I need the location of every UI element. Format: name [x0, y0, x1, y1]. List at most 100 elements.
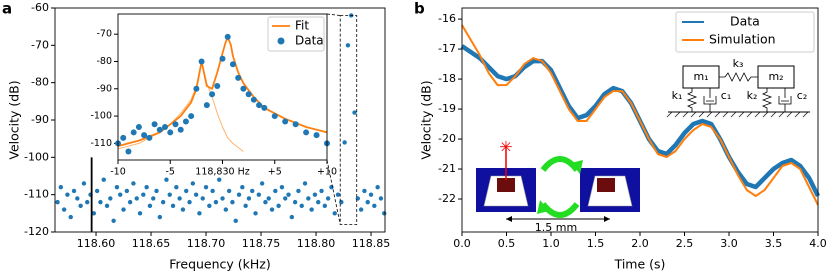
data-point	[303, 129, 310, 136]
data-point	[147, 203, 153, 209]
x-tick-label: 0.5	[498, 237, 516, 250]
data-point	[219, 55, 226, 62]
data-point	[68, 214, 73, 220]
data-point	[164, 177, 169, 182]
legend-label: Data	[730, 14, 760, 29]
y-tick-label: -80	[96, 56, 112, 67]
data-point	[81, 181, 87, 186]
data-point	[282, 118, 289, 125]
data-point	[162, 123, 169, 130]
data-point	[94, 188, 100, 194]
y-tick-label: -20	[438, 132, 456, 145]
data-point	[306, 196, 311, 201]
data-point	[98, 199, 103, 205]
panel-label: b	[414, 0, 425, 18]
data-point	[214, 83, 221, 90]
data-point	[198, 58, 205, 65]
data-point	[365, 199, 370, 205]
data-point	[335, 192, 341, 197]
data-point	[75, 196, 80, 201]
legend-label: Data	[295, 34, 324, 48]
y-tick-label: -110	[24, 188, 49, 201]
data-point	[226, 188, 232, 194]
svg-text:✳: ✳	[499, 138, 512, 157]
data-point	[167, 192, 172, 197]
y-axis-label: Velocity (dB)	[7, 80, 22, 159]
y-tick-label: -21	[438, 162, 456, 175]
y-tick-label: -60	[31, 1, 49, 14]
axes-frame	[117, 13, 328, 161]
data-point	[121, 207, 126, 212]
data-point	[266, 196, 271, 201]
x-tick-label: 118.85	[352, 237, 391, 250]
y-tick-label: -100	[90, 111, 112, 122]
data-point	[235, 74, 242, 81]
data-point	[137, 211, 143, 216]
data-point	[368, 192, 374, 197]
fit-line	[117, 36, 328, 147]
data-point	[200, 196, 205, 201]
data-point	[111, 218, 116, 223]
data-point	[253, 211, 258, 216]
data-point	[292, 121, 299, 128]
x-tick-label: -10	[110, 167, 126, 178]
data-point	[309, 207, 314, 212]
y-tick-label: -18	[438, 72, 456, 85]
data-line	[461, 24, 819, 206]
data-point	[170, 203, 176, 209]
axes-frame	[54, 7, 386, 233]
data-point	[154, 188, 159, 194]
data-point	[101, 177, 106, 182]
data-point	[141, 192, 146, 197]
data-point	[177, 126, 184, 133]
data-point	[197, 211, 202, 216]
diagram-label: m₁	[693, 70, 708, 83]
x-tick-label: 2.5	[676, 237, 694, 250]
data-point	[134, 196, 139, 201]
x-tick-label: 4.0	[809, 237, 827, 250]
data-point	[230, 199, 235, 205]
data-point	[174, 185, 179, 190]
zoom-box	[339, 15, 358, 225]
panel-b: 0.0 0.5 1.0 1.5 2.0 2.5 3.0 3.5 4.0 -16 -17 -18 -19 -…	[438, 7, 827, 250]
x-tick-label: +10	[317, 167, 337, 178]
data-point	[187, 199, 192, 205]
data-point	[345, 43, 351, 48]
x-tick-label: 2.0	[631, 237, 649, 250]
data-point	[362, 188, 367, 194]
data-point	[55, 199, 60, 205]
data-point	[259, 181, 265, 186]
legend-swatch	[277, 37, 285, 45]
x-tick-label: 118.70	[187, 237, 226, 250]
data-point	[151, 121, 158, 128]
x-tick-label: 1.0	[542, 237, 560, 250]
data-point	[203, 102, 210, 109]
data-point	[213, 199, 219, 205]
y-tick-label: -70	[31, 38, 49, 51]
data-point	[167, 129, 174, 136]
data-point	[156, 126, 163, 133]
y-tick-label: -16	[438, 12, 456, 25]
data-point	[78, 203, 83, 209]
y-tick-label: -22	[438, 192, 456, 205]
data-point	[223, 207, 229, 212]
axes-frame	[461, 7, 819, 233]
x-tick-label: +5	[268, 167, 282, 178]
data-point	[276, 203, 281, 209]
y-tick-label: -90	[96, 83, 112, 94]
data-point	[146, 134, 153, 141]
data-point	[188, 113, 195, 120]
diagram-label: c₂	[797, 89, 807, 102]
data-point	[135, 123, 142, 130]
data-point	[236, 192, 242, 197]
x-tick-label: 1.5	[587, 237, 605, 250]
data-point	[114, 185, 120, 190]
data-point	[283, 196, 288, 201]
data-point	[269, 207, 275, 212]
data-point	[355, 196, 361, 201]
data-point	[144, 185, 149, 190]
data-point	[61, 207, 67, 212]
data-point	[243, 203, 248, 209]
x-tick-label: 118.80	[297, 237, 336, 250]
